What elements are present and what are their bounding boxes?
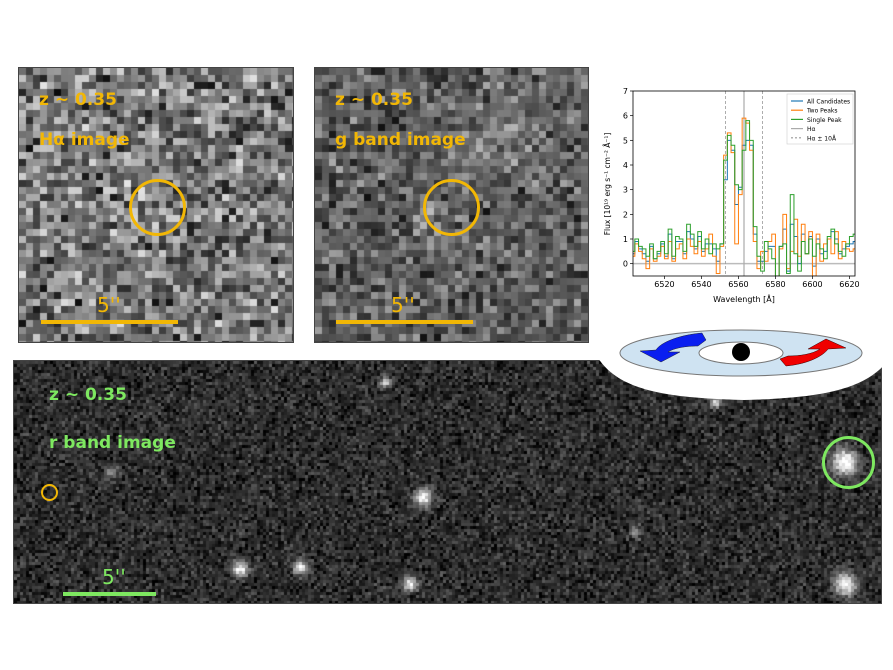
y-tick-label: 5: [623, 136, 628, 145]
scale-bar: [336, 320, 473, 324]
black-hole-icon: [732, 343, 750, 361]
target-circle: [423, 179, 480, 236]
series-single-peak: [633, 120, 855, 276]
redshift-label: z ~ 0.35: [49, 385, 127, 405]
scale-label: 5'': [102, 565, 126, 589]
redshift-label: z ~ 0.35: [39, 90, 117, 110]
legend-entry: Hα: [807, 126, 816, 133]
y-axis-label: Flux [10¹⁹ erg s⁻¹ cm⁻² Å⁻¹]: [603, 133, 612, 236]
galaxy-circle: [822, 436, 875, 489]
y-tick-label: 1: [623, 235, 628, 244]
rband-image: [14, 361, 881, 603]
rband-image-panel: z ~ 0.35 r band image 5'': [13, 360, 882, 604]
y-tick-label: 0: [623, 260, 628, 269]
target-circle: [129, 179, 186, 236]
x-tick-label: 6540: [691, 280, 711, 289]
scale-bar: [41, 320, 178, 324]
legend-entry: All Candidates: [807, 99, 850, 106]
x-tick-label: 6520: [654, 280, 674, 289]
red-arrow-icon: [779, 338, 847, 367]
scale-bar: [63, 592, 156, 596]
x-tick-label: 6620: [839, 280, 859, 289]
series-two-peaks: [633, 117, 855, 276]
y-tick-label: 2: [623, 210, 628, 219]
gband-image-panel: z ~ 0.35 g band image 5'': [314, 67, 589, 343]
plot-frame: [632, 90, 856, 277]
panel-title: g band image: [335, 130, 466, 150]
scale-label: 5'': [97, 293, 121, 317]
x-tick-label: 6580: [765, 280, 785, 289]
y-tick-label: 3: [623, 186, 628, 195]
y-tick-label: 7: [623, 87, 628, 96]
scale-label: 5'': [391, 293, 415, 317]
spectrum-chart: 6520 6540 6560 6580 6600 6620 0 1 2 3 4 5 6 7 All Cand…: [603, 87, 860, 304]
blue-arrow-icon: [639, 332, 707, 363]
rotating-disk-diagram: [598, 318, 890, 400]
target-circle: [41, 484, 58, 501]
y-tick-label: 6: [623, 112, 628, 121]
legend-entry: Hα ± 10Å: [807, 135, 837, 142]
x-tick-label: 6560: [728, 280, 748, 289]
legend-entry: Two Peaks: [806, 108, 838, 115]
x-tick-label: 6600: [802, 280, 822, 289]
legend-entry: Single Peak: [807, 117, 842, 124]
redshift-label: z ~ 0.35: [335, 90, 413, 110]
halpha-image-panel: z ~ 0.35 Hα image 5'': [18, 67, 294, 343]
y-tick-label: 4: [623, 161, 628, 170]
panel-title: r band image: [49, 433, 176, 453]
panel-title: Hα image: [39, 130, 130, 150]
x-axis-label: Wavelength [Å]: [713, 293, 775, 304]
